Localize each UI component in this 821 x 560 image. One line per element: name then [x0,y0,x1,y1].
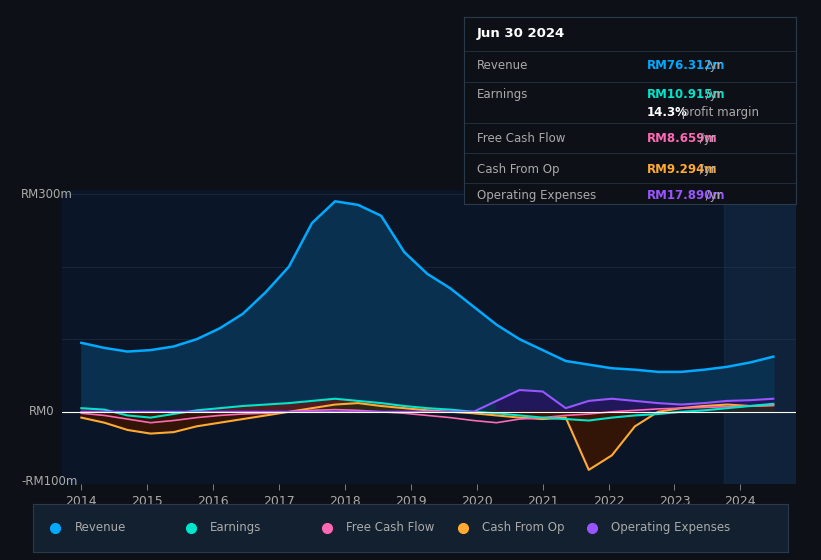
Text: Earnings: Earnings [210,521,262,534]
Text: RM300m: RM300m [21,188,73,200]
Text: 14.3%: 14.3% [647,106,688,119]
Text: /yr: /yr [696,132,716,145]
Text: -RM100m: -RM100m [21,475,77,488]
Text: /yr: /yr [702,88,722,101]
Text: Operating Expenses: Operating Expenses [611,521,730,534]
Text: /yr: /yr [696,163,716,176]
Text: RM17.890m: RM17.890m [647,189,725,203]
Text: Earnings: Earnings [477,88,529,101]
Text: /yr: /yr [702,189,722,203]
Text: profit margin: profit margin [678,106,759,119]
Text: Revenue: Revenue [477,59,529,72]
Text: RM8.659m: RM8.659m [647,132,718,145]
Text: /yr: /yr [702,59,722,72]
Text: Jun 30 2024: Jun 30 2024 [477,27,566,40]
Text: RM10.915m: RM10.915m [647,88,725,101]
Text: Operating Expenses: Operating Expenses [477,189,596,203]
Text: Revenue: Revenue [75,521,126,534]
Text: Free Cash Flow: Free Cash Flow [477,132,566,145]
Bar [724,190,796,484]
Text: RM0: RM0 [29,405,54,418]
Text: Cash From Op: Cash From Op [482,521,565,534]
Text: Cash From Op: Cash From Op [477,163,560,176]
Text: Free Cash Flow: Free Cash Flow [346,521,434,534]
Text: RM76.312m: RM76.312m [647,59,725,72]
Text: RM9.294m: RM9.294m [647,163,718,176]
